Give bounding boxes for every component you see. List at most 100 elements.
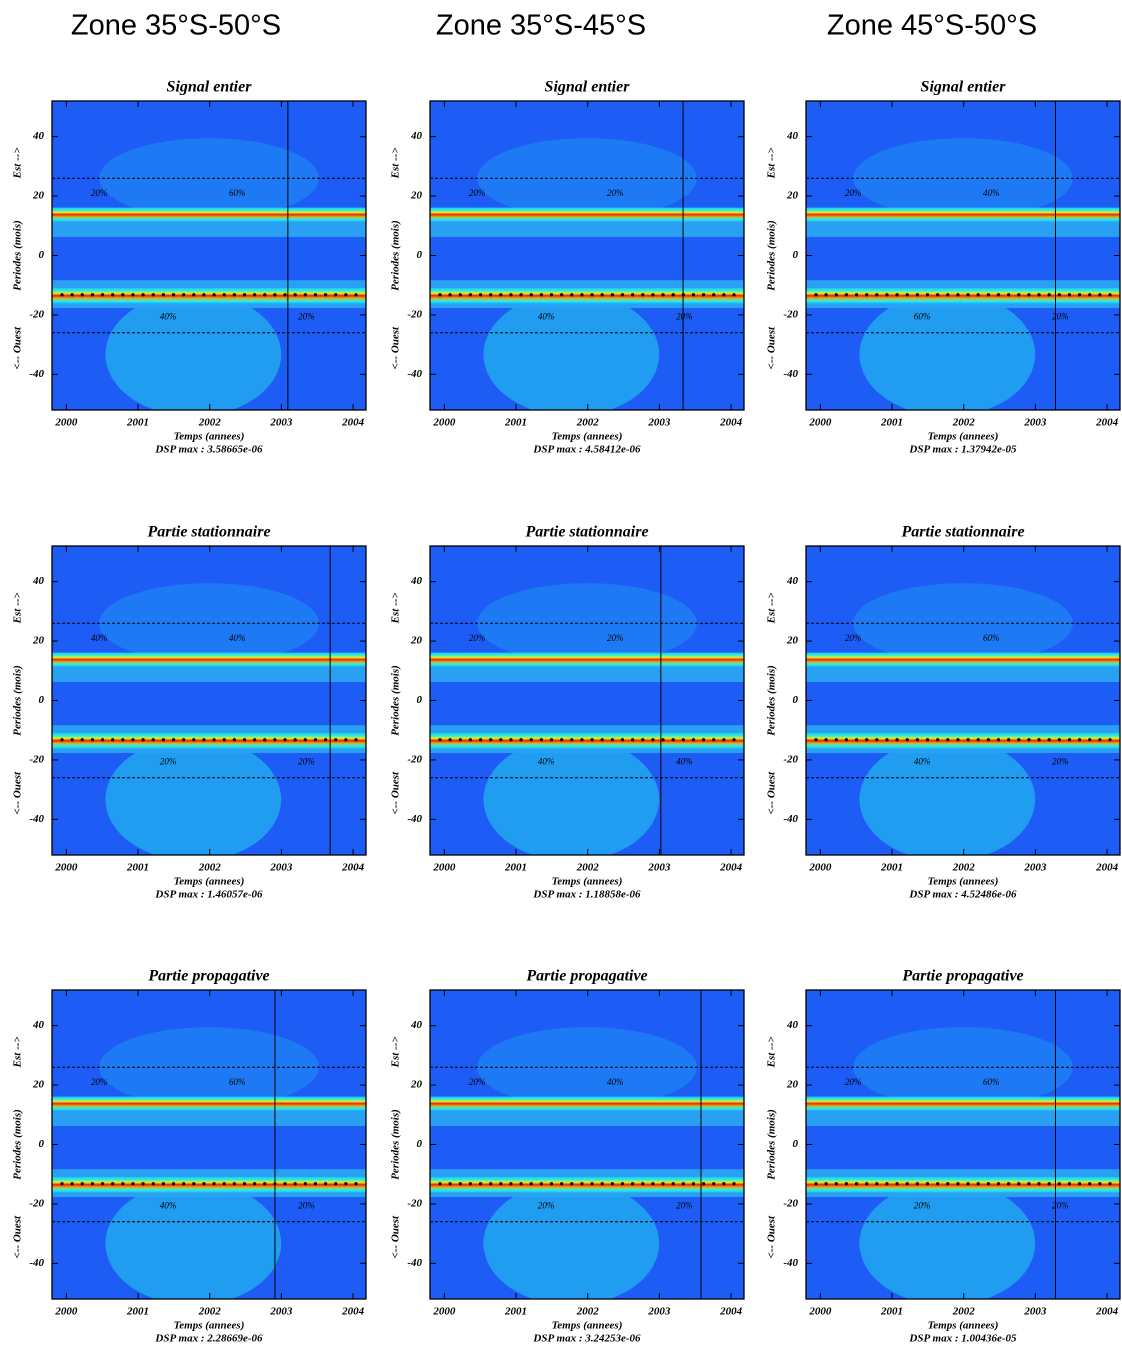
y-tick-label: 20	[786, 190, 799, 202]
y-tick-label: -40	[407, 1257, 422, 1269]
x-tick-label: 2004	[719, 1306, 743, 1318]
y-tick-label: 20	[786, 1079, 799, 1091]
ridge-dot	[1088, 738, 1092, 742]
ridge-dot	[182, 293, 186, 297]
y-axis-label: Est -->	[766, 147, 778, 179]
ridge-dot	[701, 1182, 706, 1186]
x-axis-label: Temps (annees)	[174, 431, 245, 443]
ridge-dot	[610, 738, 614, 742]
ridge-dot	[956, 738, 960, 742]
ridge-dot	[1108, 738, 1112, 742]
ridge-dot	[171, 1182, 176, 1186]
y-tick-label: -40	[29, 1257, 44, 1269]
ridge-dot	[438, 1182, 442, 1186]
ridge-dot	[1027, 293, 1031, 297]
ridge-dot	[293, 1182, 297, 1186]
ridge-dot	[499, 1182, 503, 1186]
y-axis-label: Periodes (mois)	[766, 1109, 778, 1180]
ridge-dot	[303, 1182, 307, 1186]
y-axis-label: Periodes (mois)	[390, 665, 402, 736]
contour-label: 60%	[229, 1077, 246, 1087]
ridge-dot	[1098, 738, 1102, 742]
y-axis-label: <-- Ouest	[390, 771, 402, 815]
field-blob	[483, 292, 660, 410]
ridge-dot	[854, 738, 859, 742]
ridge-dot	[141, 1182, 145, 1186]
x-tick-label: 2004	[1095, 417, 1119, 429]
ridge-dot	[283, 738, 287, 742]
ridge-dot	[854, 1182, 859, 1186]
field-band	[806, 287, 1120, 304]
contour-label: 20%	[298, 311, 315, 321]
ridge-dot	[875, 293, 879, 297]
ridge-dot	[438, 293, 442, 297]
field-blob	[483, 1181, 660, 1299]
y-tick-label: 0	[417, 1138, 423, 1150]
ridge-dot	[121, 738, 125, 742]
x-tick-label: 2003	[647, 417, 671, 429]
ridge-dot	[344, 738, 348, 742]
ridge-dot	[539, 1182, 543, 1186]
y-axis-label: Est -->	[390, 1036, 402, 1068]
ridge-dot	[323, 1182, 328, 1186]
ridge-dot	[610, 293, 614, 297]
y-axis-label: Est -->	[390, 147, 402, 179]
ridge-dot	[661, 1182, 665, 1186]
y-tick-label: -20	[783, 1197, 798, 1209]
contour-label: 20%	[607, 633, 624, 643]
ridge-dot	[1047, 1182, 1051, 1186]
panel-title: Partie propagative	[147, 968, 269, 985]
x-tick-label: 2003	[647, 1306, 671, 1318]
ridge-dot	[509, 738, 513, 742]
ridge-dot	[478, 738, 483, 742]
ridge-dot	[131, 1182, 135, 1186]
ridge-dot	[732, 1182, 736, 1186]
field-band	[430, 1096, 744, 1111]
x-axis-label: Temps (annees)	[174, 876, 245, 888]
ridge-dot	[722, 293, 726, 297]
y-tick-label: -20	[407, 308, 422, 320]
field-band	[52, 207, 366, 222]
ridge-dot	[283, 1182, 287, 1186]
ridge-dot	[732, 738, 736, 742]
ridge-dot	[1057, 293, 1061, 297]
ridge-dot	[1077, 1182, 1082, 1186]
ridge-dot	[1057, 738, 1061, 742]
ridge-dot	[192, 738, 196, 742]
x-axis-label: Temps (annees)	[928, 876, 999, 888]
ridge-dot	[303, 293, 307, 297]
ridge-dot	[844, 293, 849, 297]
y-tick-label: 0	[417, 249, 423, 261]
ridge-dot	[671, 293, 675, 297]
panel: 20% 40% 20% 20% Signal entier -40 -20 0 20 40 2000…	[390, 79, 745, 456]
ridge-dot	[222, 293, 226, 297]
ridge-dot	[80, 293, 84, 297]
y-tick-label: 0	[39, 1138, 45, 1150]
ridge-dot	[499, 293, 503, 297]
y-tick-label: -20	[783, 308, 798, 320]
ridge-dot	[986, 1182, 990, 1186]
ridge-dot	[489, 293, 493, 297]
ridge-dot	[80, 738, 84, 742]
x-tick-label: 2004	[341, 417, 365, 429]
panel-title: Partie propagative	[525, 968, 647, 985]
ridge-dot	[458, 293, 462, 297]
field-band	[52, 221, 366, 237]
ridge-dot	[560, 293, 564, 297]
y-tick-label: -20	[29, 1197, 44, 1209]
ridge-dot	[834, 293, 838, 297]
field: 20% 40% 60% 20%	[806, 546, 1120, 855]
ridge-dot	[1027, 1182, 1031, 1186]
x-tick-label: 2004	[719, 862, 743, 874]
ridge-dot	[70, 1182, 74, 1186]
contour-label: 40%	[91, 633, 108, 643]
ridge-dot	[590, 1182, 594, 1186]
contour-label: 20%	[538, 1200, 555, 1210]
dsp-note: DSP max : 1.00436e-05	[908, 1333, 1017, 1345]
ridge-dot	[691, 1182, 696, 1186]
ridge-dot	[509, 1182, 513, 1186]
ridge-dot	[344, 293, 348, 297]
ridge-dot	[1017, 293, 1021, 297]
x-tick-label: 2000	[432, 417, 456, 429]
field-band	[430, 652, 744, 667]
